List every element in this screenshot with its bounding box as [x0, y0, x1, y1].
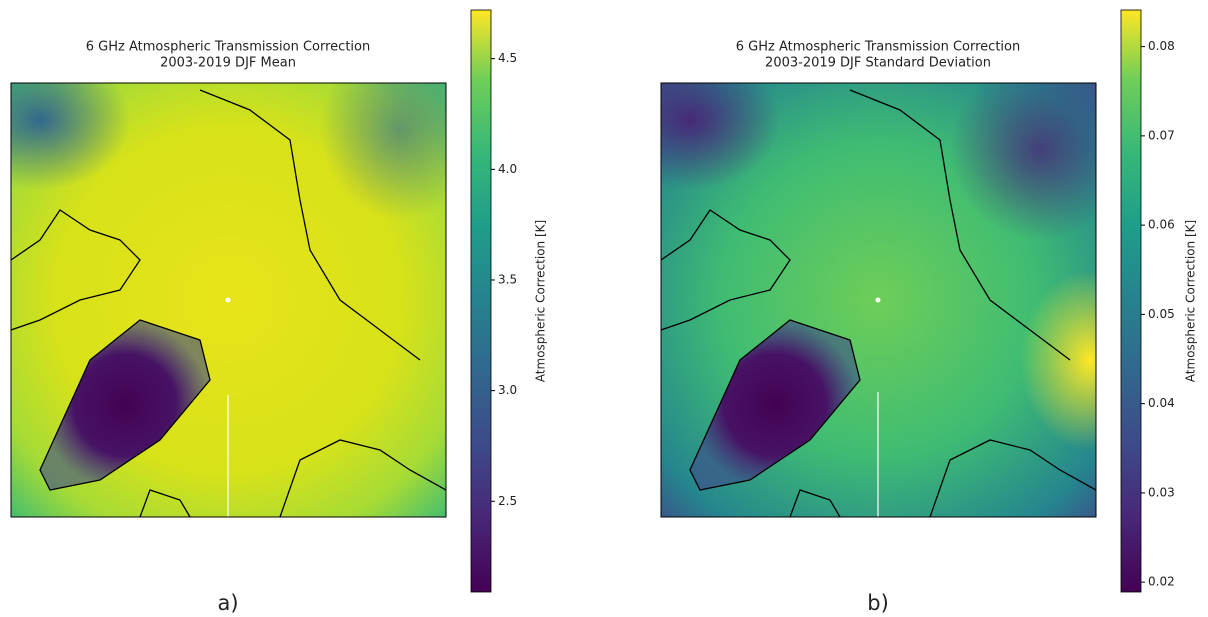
colorbar-tick-label: 0.06: [1148, 218, 1175, 232]
panel-title: 2003-2019 DJF Standard Deviation: [765, 56, 991, 71]
colorbar-tick-label: 2.5: [498, 494, 517, 508]
colorbar-tick-label: 3.5: [498, 272, 517, 286]
panel-title: 6 GHz Atmospheric Transmission Correctio…: [736, 40, 1020, 55]
panel-label: b): [867, 591, 889, 615]
panel-title: 2003-2019 DJF Mean: [160, 56, 296, 71]
map-b: [661, 83, 1096, 517]
colorbar-tick-label: 3.0: [498, 383, 517, 397]
colorbar-label: Atmospheric Correction [K]: [534, 220, 548, 382]
colorbar: [1120, 9, 1142, 593]
panel-title: 6 GHz Atmospheric Transmission Correctio…: [86, 40, 370, 55]
map-a: [11, 83, 446, 517]
colorbar-tick-label: 0.08: [1148, 39, 1175, 53]
colorbar-tick-label: 0.02: [1148, 575, 1175, 589]
colorbar-label: Atmospheric Correction [K]: [1184, 220, 1198, 382]
colorbar: [470, 9, 492, 593]
panel-label: a): [217, 591, 238, 615]
colorbar-tick-label: 0.05: [1148, 307, 1175, 321]
colorbar-tick-label: 0.03: [1148, 485, 1175, 499]
colorbar-tick-label: 0.07: [1148, 128, 1175, 142]
colorbar-tick-label: 0.04: [1148, 396, 1175, 410]
colorbar-tick-label: 4.5: [498, 51, 517, 65]
colorbar-tick-label: 4.0: [498, 162, 517, 176]
